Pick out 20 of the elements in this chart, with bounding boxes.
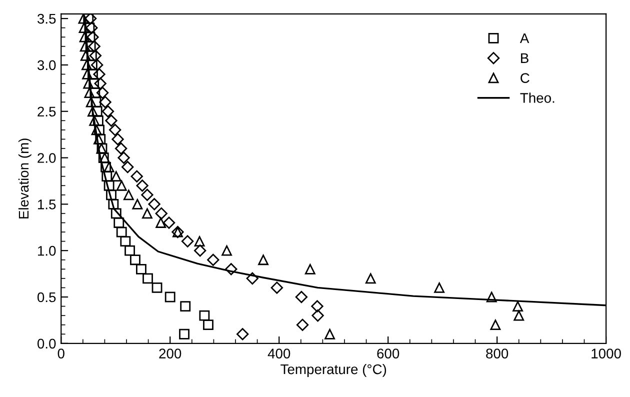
y-tick-label: 2.0 [38, 153, 56, 163]
legend-label: A [520, 33, 530, 44]
y-tick-label: 0.5 [37, 292, 56, 302]
x-tick-label: 800 [486, 348, 508, 358]
x-axis-title: Temperature (°C) [280, 364, 386, 377]
x-tick-label: 200 [159, 348, 182, 358]
x-tick-label: 600 [377, 348, 400, 358]
y-tick-label: 2.5 [38, 106, 56, 117]
x-tick-label: 1000 [592, 348, 621, 358]
y-tick-label: 1.5 [38, 200, 56, 210]
y-tick-label: 3.5 [37, 14, 56, 24]
x-tick-label: 400 [268, 348, 290, 358]
y-tick-label: 0.0 [37, 338, 56, 349]
legend-label: Theo. [520, 92, 554, 103]
y-axis-title: Elevation (m) [18, 138, 32, 218]
y-tick-label: 1.0 [38, 246, 56, 256]
x-tick-label: 0 [58, 348, 64, 358]
y-tick-label: 3.0 [37, 60, 56, 70]
legend-label: B [521, 53, 528, 63]
legend-label: C [520, 73, 530, 83]
